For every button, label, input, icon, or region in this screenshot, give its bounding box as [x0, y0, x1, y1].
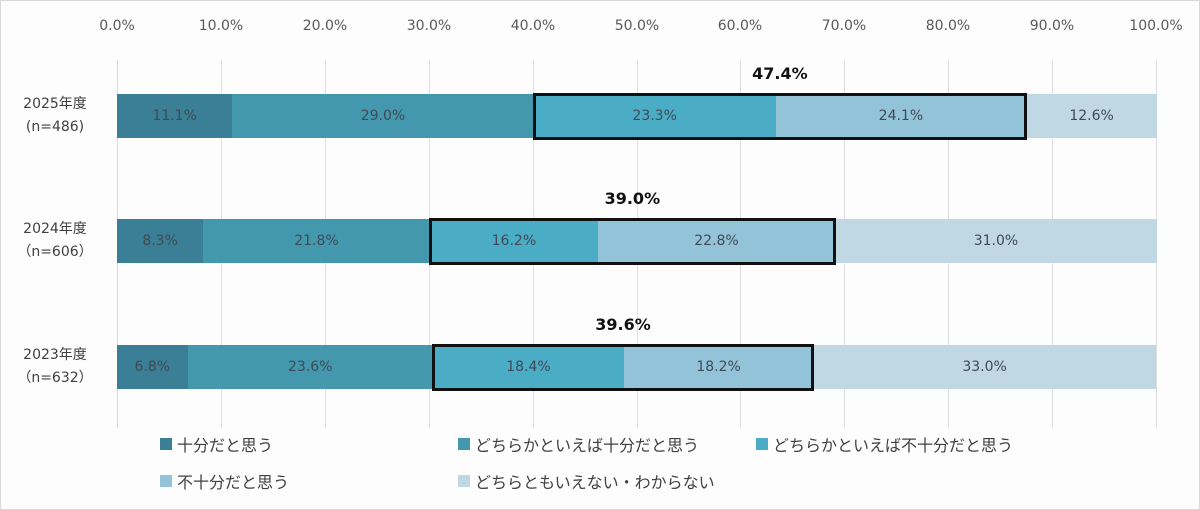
legend-swatch: [458, 475, 470, 487]
category-label-2024: 2024年度 （n=606）: [0, 218, 110, 264]
category-n: （n=606）: [17, 244, 93, 260]
bar-segment[interactable]: 31.0%: [834, 219, 1158, 263]
legend-item[interactable]: 十分だと思う: [160, 432, 273, 456]
x-tick: 70.0%: [821, 18, 867, 34]
bar-segment[interactable]: 22.8%: [598, 219, 835, 263]
x-tick: 30.0%: [406, 18, 452, 34]
legend-label: 不十分だと思う: [177, 473, 290, 492]
x-tick: 40.0%: [510, 18, 556, 34]
legend-item[interactable]: どちらかといえば不十分だと思う: [756, 432, 1013, 456]
legend-swatch: [160, 475, 172, 487]
bar-segment[interactable]: 33.0%: [813, 345, 1156, 389]
category-label-2023: 2023年度 （n=632）: [0, 344, 110, 390]
legend-label: どちらかといえば不十分だと思う: [773, 436, 1014, 455]
bar-segment[interactable]: 23.3%: [533, 94, 776, 138]
legend-item[interactable]: どちらかといえば十分だと思う: [458, 432, 699, 456]
legend-swatch: [756, 438, 768, 450]
bar-row: 6.8% 23.6% 18.4% 18.2% 33.0%: [117, 345, 1156, 389]
x-tick: 80.0%: [925, 18, 971, 34]
x-tick: 10.0%: [198, 18, 244, 34]
bar-segment[interactable]: 12.6%: [1026, 94, 1158, 138]
highlight-total-label: 39.6%: [595, 315, 651, 334]
x-tick: 20.0%: [302, 18, 348, 34]
x-tick: 50.0%: [614, 18, 660, 34]
legend-item[interactable]: どちらともいえない・わからない: [458, 469, 715, 493]
category-label-2025: 2025年度 (n=486): [0, 93, 110, 139]
bar-segment[interactable]: 8.3%: [117, 219, 204, 263]
highlight-total-label: 39.0%: [604, 189, 661, 208]
category-year: 2025年度: [23, 96, 87, 112]
legend-swatch: [160, 438, 172, 450]
bar-row: 11.1% 29.0% 23.3% 24.1% 12.6%: [117, 94, 1158, 138]
category-n: （n=632）: [17, 370, 93, 386]
category-year: 2023年度: [23, 347, 87, 363]
bar-segment[interactable]: 23.6%: [187, 345, 433, 389]
x-tick: 60.0%: [717, 18, 763, 34]
highlight-total-label: 47.4%: [752, 64, 808, 83]
bar-segment[interactable]: 29.0%: [232, 94, 534, 138]
x-tick: 90.0%: [1029, 18, 1075, 34]
bar-segment[interactable]: 21.8%: [203, 219, 430, 263]
legend-label: どちらともいえない・わからない: [475, 473, 715, 492]
legend-label: 十分だと思う: [177, 436, 274, 455]
legend-label: どちらかといえば十分だと思う: [475, 436, 700, 455]
bar-segment[interactable]: 18.2%: [624, 345, 814, 389]
category-year: 2024年度: [23, 221, 87, 237]
bar-row: 8.3% 21.8% 16.2% 22.8% 31.0%: [117, 219, 1158, 263]
bar-segment[interactable]: 16.2%: [429, 219, 599, 263]
bar-segment[interactable]: 6.8%: [117, 345, 188, 389]
bar-segment[interactable]: 11.1%: [117, 94, 233, 138]
x-tick: 0.0%: [99, 18, 135, 34]
legend-swatch: [458, 438, 470, 450]
bar-segment[interactable]: 18.4%: [432, 345, 625, 389]
category-n: (n=486): [25, 119, 85, 135]
bar-segment[interactable]: 24.1%: [775, 94, 1027, 138]
x-tick: 100.0%: [1129, 18, 1183, 34]
legend-item[interactable]: 不十分だと思う: [160, 469, 289, 493]
